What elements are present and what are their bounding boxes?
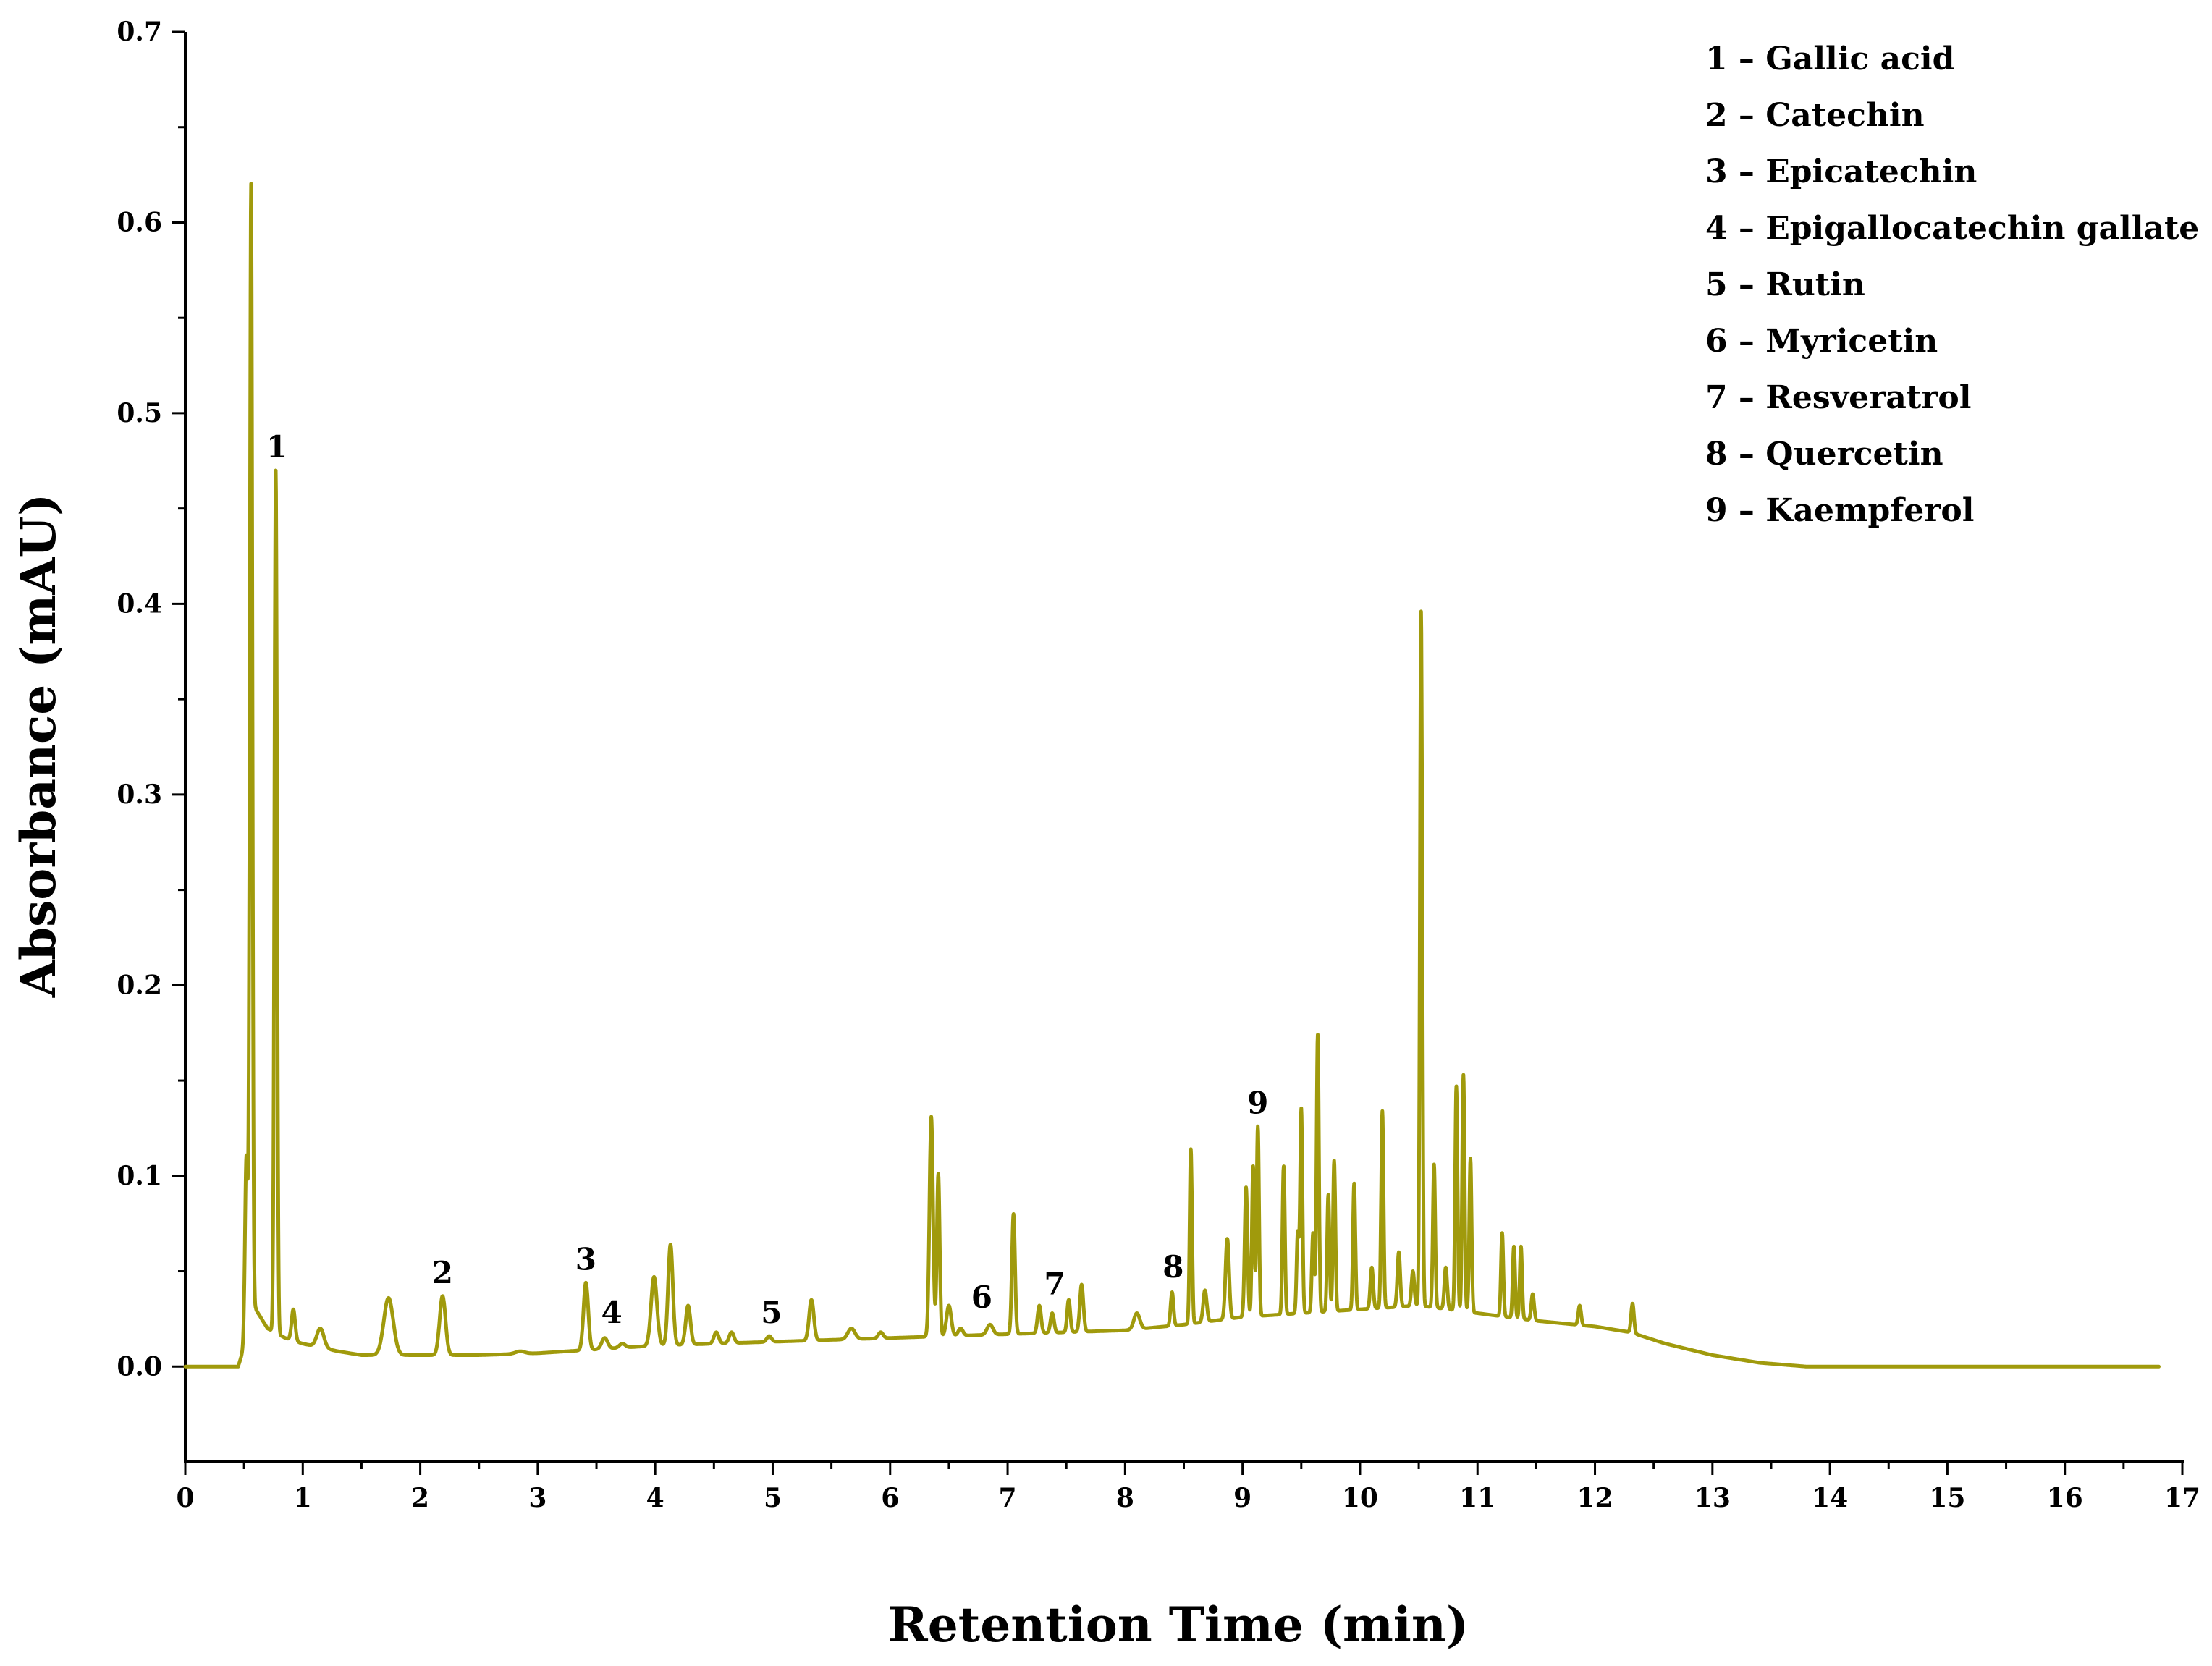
legend-entry: 7 – Resveratrol xyxy=(1705,379,1971,416)
x-tick-label: 3 xyxy=(528,1483,546,1513)
y-tick-label: 0.3 xyxy=(117,779,162,810)
x-tick-label: 0 xyxy=(176,1483,194,1513)
peak-labels: 1 2 34 5 6 7 8 9 xyxy=(266,429,1268,1330)
x-tick-label: 14 xyxy=(1812,1483,1848,1513)
x-tick-label: 7 xyxy=(999,1483,1017,1513)
x-tick-label: 10 xyxy=(1342,1483,1378,1513)
legend: 1 – Gallic acid 2 – Catechin 3 – Epicatech… xyxy=(1705,41,2199,529)
x-tick-label: 5 xyxy=(764,1483,782,1513)
legend-entry: 9 – Kaempferol xyxy=(1705,492,1975,529)
axes: 0.00.10.20.30.40.50.60.7 0 1 2 3 4 5 6 7 8 9 10 11 1… xyxy=(117,17,2200,1513)
peak-label-9: 9 xyxy=(1247,1085,1268,1120)
peak-label-6: 6 xyxy=(971,1280,992,1315)
x-axis-ticks: 0 1 2 3 4 5 6 7 8 9 10 11 12 13 14 15 16 17 xyxy=(176,1462,2200,1513)
legend-entry: 6 – Myricetin xyxy=(1705,323,1938,360)
chromatogram-trace xyxy=(183,182,2161,1369)
y-axis-title: Absorbance (mAU) xyxy=(10,494,67,998)
x-tick-label: 17 xyxy=(2164,1483,2200,1513)
y-tick-label: 0.5 xyxy=(117,398,162,428)
x-tick-label: 16 xyxy=(2047,1483,2083,1513)
peak-label-4: 4 xyxy=(601,1295,622,1330)
x-tick-label: 2 xyxy=(411,1483,429,1513)
legend-entry: 4 – Epigallocatechin gallate xyxy=(1705,210,2199,247)
legend-entry: 3 – Epicatechin xyxy=(1705,153,1977,190)
peak-label-2: 2 xyxy=(432,1255,453,1290)
legend-entry: 5 – Rutin xyxy=(1705,266,1865,303)
y-tick-label: 0.4 xyxy=(117,588,162,619)
x-tick-label: 12 xyxy=(1576,1483,1613,1513)
legend-entry: 2 – Catechin xyxy=(1705,97,1925,134)
peak-label-7: 7 xyxy=(1044,1267,1065,1302)
peak-label-1: 1 xyxy=(266,429,287,465)
y-axis-ticks: 0.0 0.1 0.2 0.3 0.4 0.5 0.6 0.7 xyxy=(117,17,185,1382)
peak-label-3: 3 xyxy=(575,1241,596,1277)
x-tick-label: 9 xyxy=(1233,1483,1251,1513)
y-tick-label: 0.6 xyxy=(117,207,162,237)
x-tick-label: 11 xyxy=(1459,1483,1495,1513)
x-tick-label: 13 xyxy=(1694,1483,1731,1513)
x-tick-label: 6 xyxy=(881,1483,899,1513)
x-tick-label: 15 xyxy=(1929,1483,1965,1513)
x-tick-label: 8 xyxy=(1116,1483,1134,1513)
legend-entry: 8 – Quercetin xyxy=(1705,436,1943,473)
y-tick-label: 0.1 xyxy=(117,1161,162,1191)
y-tick-label: 0.2 xyxy=(117,970,162,1000)
x-axis-title: Retention Time (min) xyxy=(888,1597,1469,1653)
x-tick-label: 4 xyxy=(646,1483,664,1513)
y-tick-label: 0.0 xyxy=(117,1351,162,1382)
legend-entry: 1 – Gallic acid xyxy=(1705,41,1954,77)
peak-label-5: 5 xyxy=(761,1295,782,1330)
x-tick-label: 1 xyxy=(294,1483,312,1513)
peak-label-8: 8 xyxy=(1162,1249,1183,1285)
y-tick-label: 0.7 xyxy=(117,17,162,47)
